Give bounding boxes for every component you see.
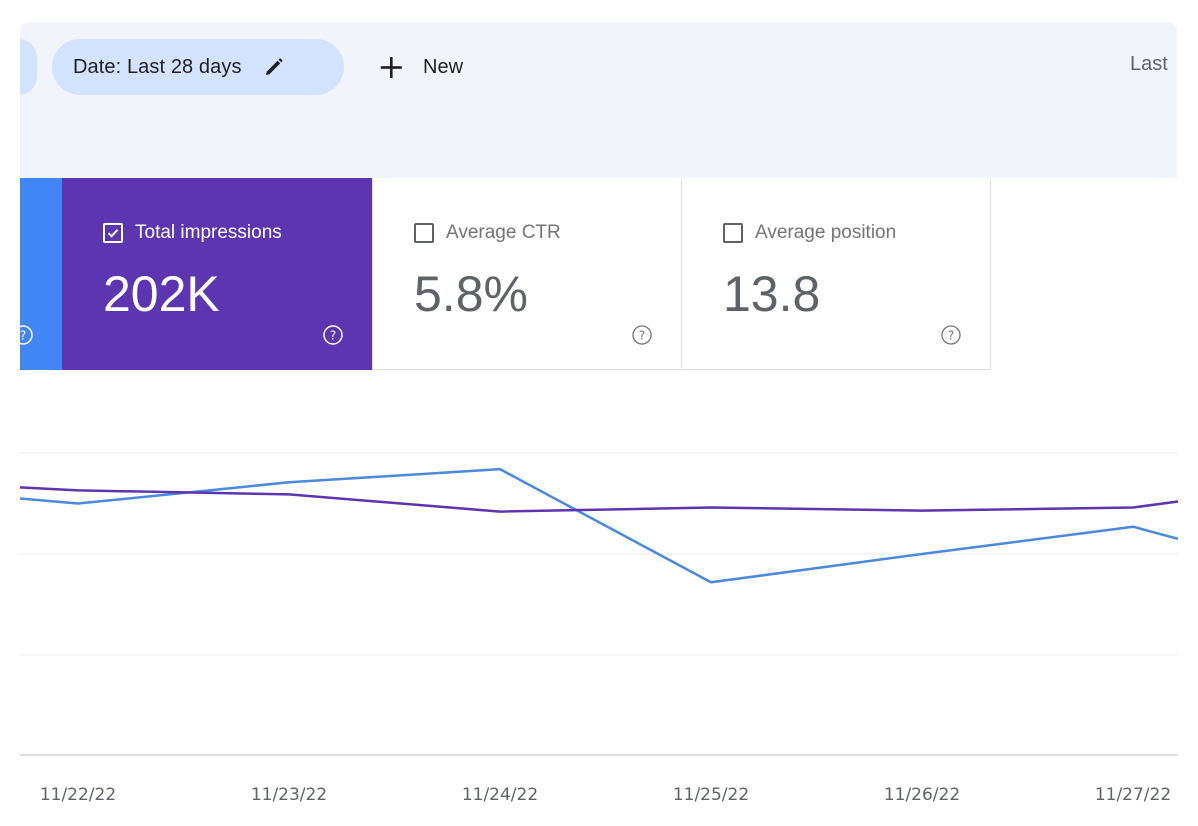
svg-text:?: ? bbox=[330, 329, 336, 343]
x-tick-label: 11/24/22 bbox=[462, 785, 538, 805]
new-filter-label: New bbox=[423, 55, 464, 78]
help-icon[interactable]: ? bbox=[940, 324, 962, 346]
new-filter-button[interactable]: New bbox=[375, 47, 463, 87]
date-filter-chip[interactable]: Date: Last 28 days bbox=[52, 39, 344, 95]
help-icon[interactable]: ? bbox=[12, 324, 34, 346]
metric-cards: ? Total impressions 202K ? Average CTR 5… bbox=[13, 178, 991, 370]
x-tick-label: 11/27/22 bbox=[1095, 785, 1171, 805]
date-filter-label: Date: Last 28 days bbox=[73, 55, 242, 78]
svg-text:?: ? bbox=[20, 329, 26, 343]
x-tick-label: 11/23/22 bbox=[251, 785, 327, 805]
checkbox-icon[interactable] bbox=[723, 223, 743, 243]
last-updated-text: Last bbox=[1130, 53, 1168, 75]
x-tick-label: 11/22/22 bbox=[40, 785, 116, 805]
x-tick-label: 11/26/22 bbox=[884, 785, 960, 805]
series-line-1 bbox=[19, 467, 1179, 584]
metric-label: Average CTR bbox=[446, 222, 561, 243]
filter-toolbar: Date: Last 28 days New Last bbox=[20, 22, 1177, 178]
checkbox-checked-icon[interactable] bbox=[103, 223, 123, 243]
pencil-icon[interactable] bbox=[262, 55, 286, 79]
x-tick-label: 11/25/22 bbox=[673, 785, 749, 805]
metric-label: Total impressions bbox=[135, 222, 282, 243]
help-icon[interactable]: ? bbox=[322, 324, 344, 346]
metric-card-ctr[interactable]: Average CTR 5.8% ? bbox=[372, 178, 682, 370]
filter-chip-partial[interactable] bbox=[20, 39, 37, 95]
help-icon[interactable]: ? bbox=[631, 324, 653, 346]
series-line-2 bbox=[19, 486, 1179, 513]
metric-card-impressions[interactable]: Total impressions 202K ? bbox=[62, 178, 372, 370]
metric-value: 202K bbox=[103, 266, 220, 322]
metric-card-clicks-partial[interactable]: ? bbox=[13, 178, 62, 370]
svg-text:?: ? bbox=[948, 329, 954, 343]
svg-text:?: ? bbox=[639, 329, 645, 343]
checkbox-icon[interactable] bbox=[414, 223, 434, 243]
x-axis-labels: 11/22/22 11/23/22 11/24/22 11/25/22 11/26/22… bbox=[40, 785, 1171, 805]
performance-chart: 11/22/22 11/23/22 11/24/22 11/25/22 11/26/22… bbox=[19, 452, 1179, 805]
plus-icon bbox=[380, 57, 402, 78]
metric-card-position[interactable]: Average position 13.8 ? bbox=[681, 178, 991, 370]
chart-series bbox=[19, 467, 1179, 584]
metric-value: 5.8% bbox=[414, 266, 528, 322]
metric-label: Average position bbox=[755, 222, 897, 243]
metric-value: 13.8 bbox=[723, 266, 821, 322]
